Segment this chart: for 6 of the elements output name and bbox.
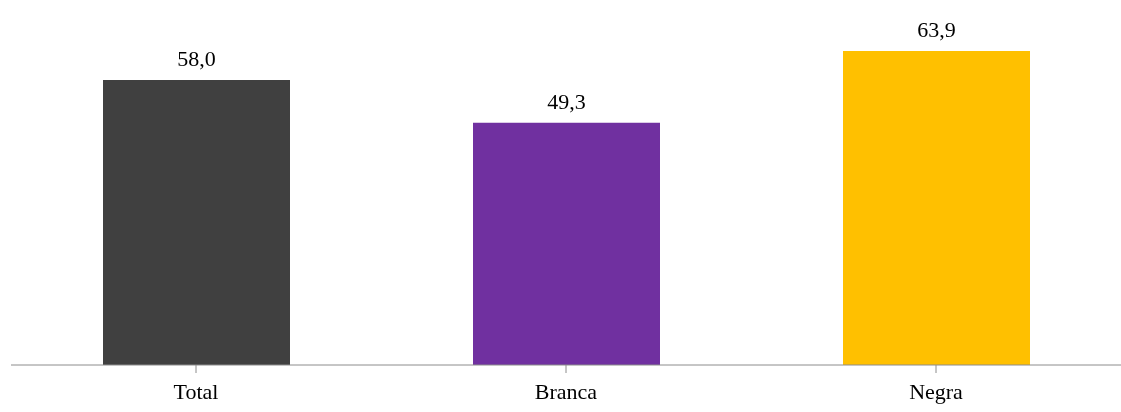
x-tick-label: Negra (909, 378, 964, 404)
data-label: 63,9 (917, 17, 956, 42)
x-tick-label: Branca (534, 378, 598, 404)
data-label: 58,0 (177, 45, 216, 71)
x-tick-label: Total (173, 378, 219, 404)
data-label: 49,3 (547, 88, 586, 114)
